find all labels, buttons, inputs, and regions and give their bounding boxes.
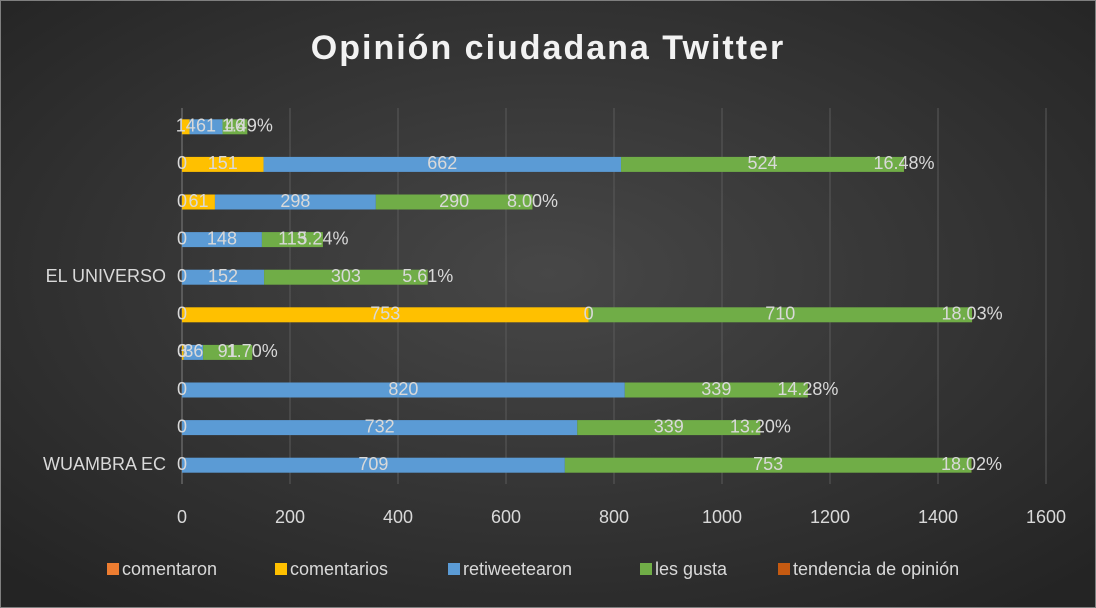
x-tick-label: 400 <box>383 507 413 527</box>
data-label: 0 <box>177 228 187 248</box>
data-label: 303 <box>331 266 361 286</box>
bar-segment <box>182 344 184 360</box>
data-label: 0 <box>177 454 187 474</box>
x-tick-label: 600 <box>491 507 521 527</box>
bar-segment <box>182 269 265 285</box>
bar-segment <box>375 194 533 210</box>
data-label: 5.24% <box>297 228 348 248</box>
bar-segment <box>621 156 904 172</box>
data-label: 151 <box>208 153 238 173</box>
data-label: 18.02% <box>941 454 1002 474</box>
legend-swatch <box>275 563 287 575</box>
data-label: 290 <box>439 191 469 211</box>
data-label: 732 <box>365 416 395 436</box>
data-label: 113 <box>278 228 307 248</box>
data-label: 36 <box>183 341 203 361</box>
legend-label: comentarios <box>290 559 388 579</box>
data-label: 1.49% <box>222 116 273 136</box>
data-label: 16.48% <box>873 153 934 173</box>
chart-title: Opinión ciudadana Twitter <box>311 29 785 67</box>
bar-segment <box>182 232 262 248</box>
data-label: 3 <box>178 341 188 361</box>
data-label: 91 <box>218 341 238 361</box>
data-label: 46 <box>225 116 245 136</box>
data-label: 14.28% <box>777 379 838 399</box>
y-tick-label: WUAMBRA EC <box>43 454 166 474</box>
data-label: 298 <box>280 191 310 211</box>
x-tick-label: 1200 <box>810 507 850 527</box>
x-tick-label: 1000 <box>702 507 742 527</box>
data-label: 0 <box>584 304 594 324</box>
legend-label: tendencia de opinión <box>793 559 959 579</box>
bar-segment <box>182 194 215 210</box>
bar-segment <box>182 420 578 436</box>
legend-swatch <box>448 563 460 575</box>
data-label: 0 <box>177 416 187 436</box>
legend-label: les gusta <box>655 559 728 579</box>
bar-segment <box>182 119 190 135</box>
bar-segment <box>182 382 625 398</box>
bar-segment <box>203 344 253 360</box>
x-tick-label: 1400 <box>918 507 958 527</box>
data-label: 753 <box>753 454 783 474</box>
x-tick-label: 0 <box>177 507 187 527</box>
legend-swatch <box>778 563 790 575</box>
data-label: 8.00% <box>507 191 558 211</box>
bar-segment <box>189 119 223 135</box>
legend-swatch <box>107 563 119 575</box>
data-label: 61 <box>188 191 208 211</box>
bar-segment <box>588 307 973 323</box>
data-label: 13.20% <box>730 416 791 436</box>
data-label: 5.61% <box>402 266 453 286</box>
legend-label: retiweetearon <box>463 559 572 579</box>
bar-segment <box>261 232 323 248</box>
data-label: 339 <box>654 416 684 436</box>
data-label: 14 <box>176 116 196 136</box>
data-label: 339 <box>701 379 731 399</box>
data-label: 0 <box>177 153 187 173</box>
bar-segment <box>222 119 248 135</box>
data-label: 148 <box>207 228 237 248</box>
data-label: 1.70% <box>227 341 278 361</box>
data-label: 152 <box>208 266 238 286</box>
data-label: 0 <box>177 341 187 361</box>
bar-segment <box>564 457 972 473</box>
bar-segment <box>182 156 264 172</box>
bar-segment <box>577 420 761 436</box>
data-label: 753 <box>370 304 400 324</box>
data-label: 61 <box>196 116 216 136</box>
bar-segment <box>264 269 428 285</box>
data-label: 0 <box>177 266 187 286</box>
data-label: 0 <box>177 304 187 324</box>
data-label: 0 <box>177 191 187 211</box>
x-tick-label: 200 <box>275 507 305 527</box>
data-label: 710 <box>765 304 795 324</box>
bar-segment <box>624 382 808 398</box>
bar-segment <box>182 457 565 473</box>
bar-segment <box>183 344 204 360</box>
data-label: 820 <box>388 379 418 399</box>
legend-label: comentaron <box>122 559 217 579</box>
bar-segment <box>182 307 589 323</box>
x-tick-label: 800 <box>599 507 629 527</box>
bar-segment <box>214 194 376 210</box>
data-label: 18.03% <box>942 304 1003 324</box>
bar-segment <box>263 156 622 172</box>
y-tick-label: EL UNIVERSO <box>46 266 166 286</box>
data-label: 524 <box>747 153 777 173</box>
data-label: 709 <box>358 454 388 474</box>
data-label: 662 <box>427 153 457 173</box>
legend-swatch <box>640 563 652 575</box>
data-label: 0 <box>177 379 187 399</box>
x-tick-label: 1600 <box>1026 507 1066 527</box>
